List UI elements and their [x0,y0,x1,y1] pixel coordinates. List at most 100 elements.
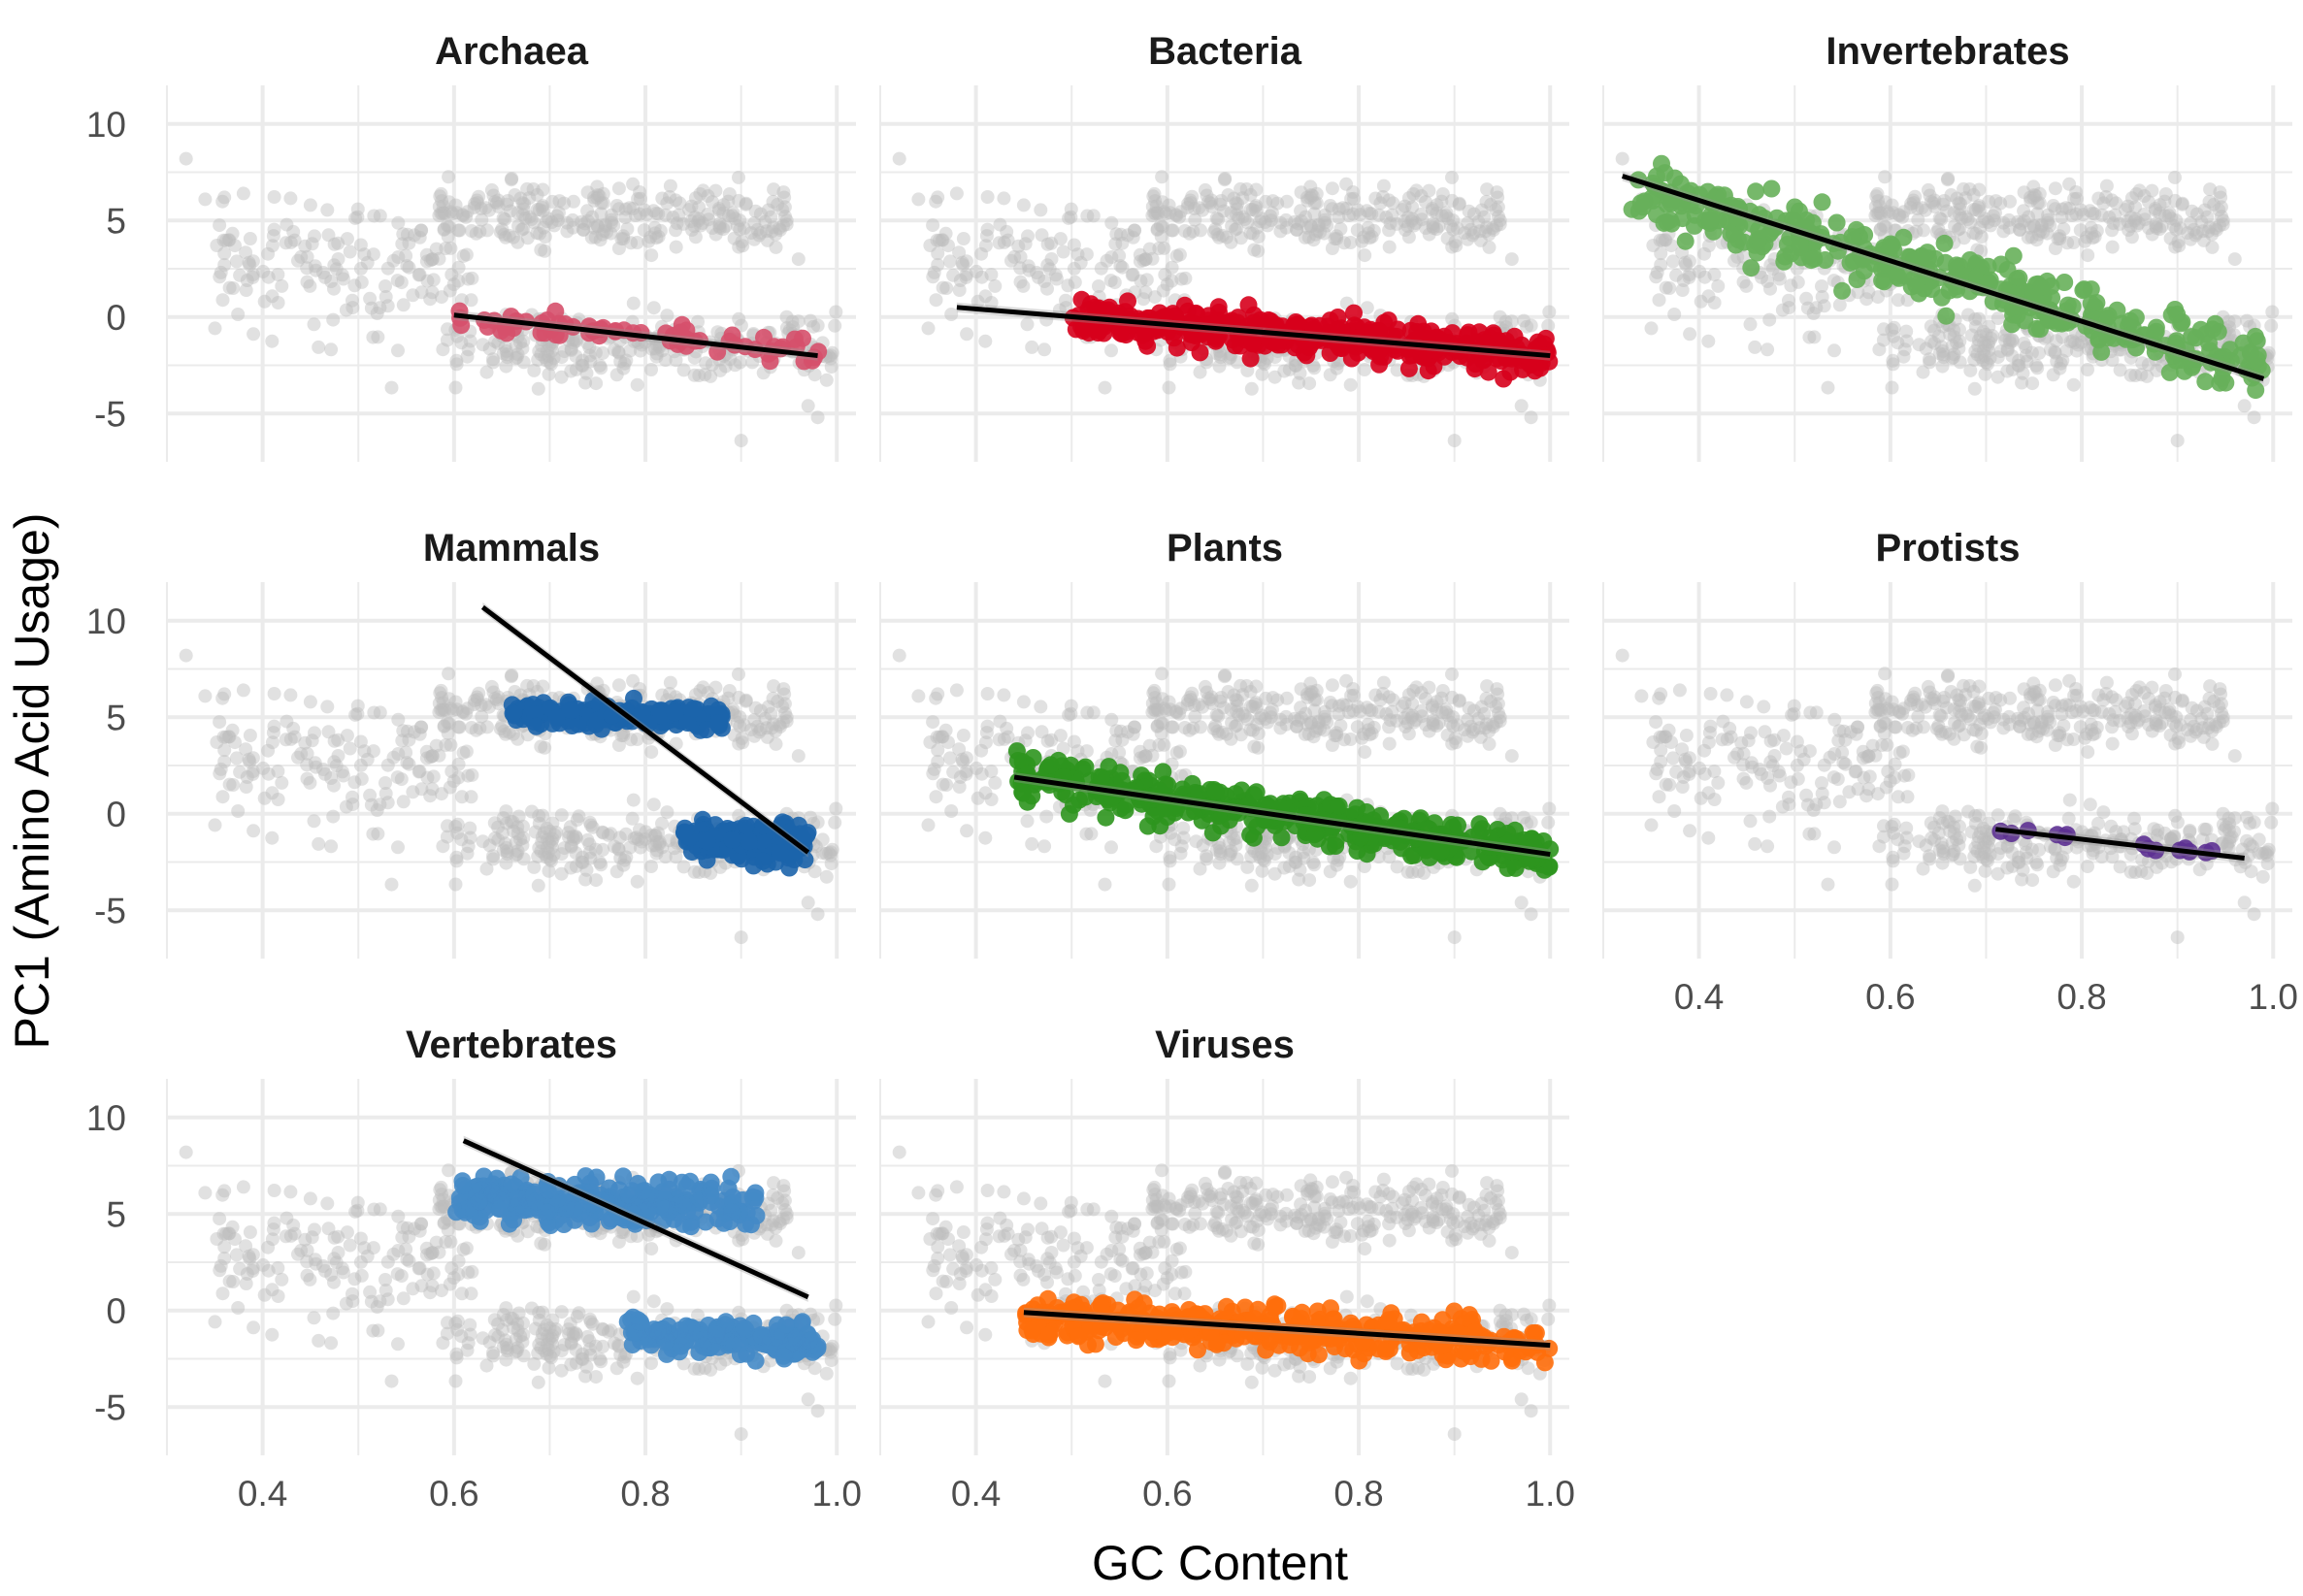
background-point [1815,279,1828,293]
background-point [1246,723,1261,737]
background-point [596,196,610,211]
background-point [217,258,232,272]
background-point [1232,707,1246,722]
background-point [594,196,609,211]
background-point [1016,695,1031,709]
background-point [992,733,1006,747]
background-point [552,194,567,209]
background-point [1279,717,1294,732]
background-point [1784,278,1798,293]
background-point [1976,343,1990,358]
background-point [921,818,936,832]
background-point [226,778,241,792]
background-point [726,206,740,220]
background-point [511,218,526,233]
background-point [535,200,549,214]
background-point [611,181,626,196]
background-point [1294,682,1308,697]
background-point [1193,862,1207,876]
background-point [1462,204,1476,218]
background-point [257,294,272,309]
background-point [1438,705,1453,720]
background-point [2171,235,2186,249]
background-point [538,230,552,244]
background-point [732,311,746,326]
background-point [1030,266,1043,279]
background-point [931,755,945,768]
background-point [461,768,476,783]
background-point [578,872,593,887]
data-point [1182,334,1201,351]
background-point [1215,725,1230,739]
background-point [560,224,575,239]
background-point [750,222,765,237]
background-point [446,277,461,292]
background-point [547,218,562,233]
background-point [1386,693,1400,707]
background-point [672,208,686,222]
data-point [675,823,694,841]
background-point [1925,195,1938,209]
background-point [653,223,668,238]
background-point [649,231,664,245]
background-point [997,191,1011,206]
background-point [560,215,575,230]
background-point [1945,339,1959,353]
background-point [1390,860,1404,874]
background-point [670,216,684,231]
background-point [308,229,321,244]
background-point [687,368,702,382]
background-point [321,725,336,739]
background-point [439,242,453,255]
background-point [179,151,193,166]
background-point [516,208,530,222]
background-point [316,266,330,279]
background-point [500,197,514,212]
background-point [931,190,945,205]
background-point [944,804,959,818]
data-point [2172,314,2190,333]
background-point [1358,363,1371,376]
background-point [718,359,733,374]
background-point [1504,749,1519,764]
background-point [929,293,943,308]
data-point [1762,179,1781,198]
background-point [1098,877,1112,892]
background-point [684,214,699,229]
background-point [497,227,511,242]
background-point [208,818,222,832]
background-point [1615,151,1629,166]
background-point [1401,727,1416,741]
data-point [1827,213,1846,232]
background-point [266,726,280,740]
background-point [673,196,687,211]
background-point [312,340,326,354]
background-point [669,240,683,254]
background-point [761,203,775,217]
background-point [210,735,224,749]
data-point [1979,257,1997,276]
background-point [2205,240,2220,254]
background-point [564,342,578,356]
background-point [582,815,597,830]
background-point [773,223,787,237]
background-point [1886,353,1900,368]
background-point [2005,334,2020,348]
background-point [1944,188,1958,202]
background-point [1827,343,1841,358]
background-point [461,839,476,854]
background-point [1176,821,1191,835]
background-point [1147,702,1162,717]
background-point [727,231,741,245]
background-point [1490,185,1504,200]
background-point [737,221,751,236]
background-point [1358,745,1372,760]
background-point [732,193,746,208]
background-point [829,305,843,319]
background-point [540,353,554,368]
background-point [1870,206,1885,220]
background-point [498,212,512,226]
background-point [1683,327,1697,342]
background-point [435,207,449,220]
background-point [605,208,619,222]
